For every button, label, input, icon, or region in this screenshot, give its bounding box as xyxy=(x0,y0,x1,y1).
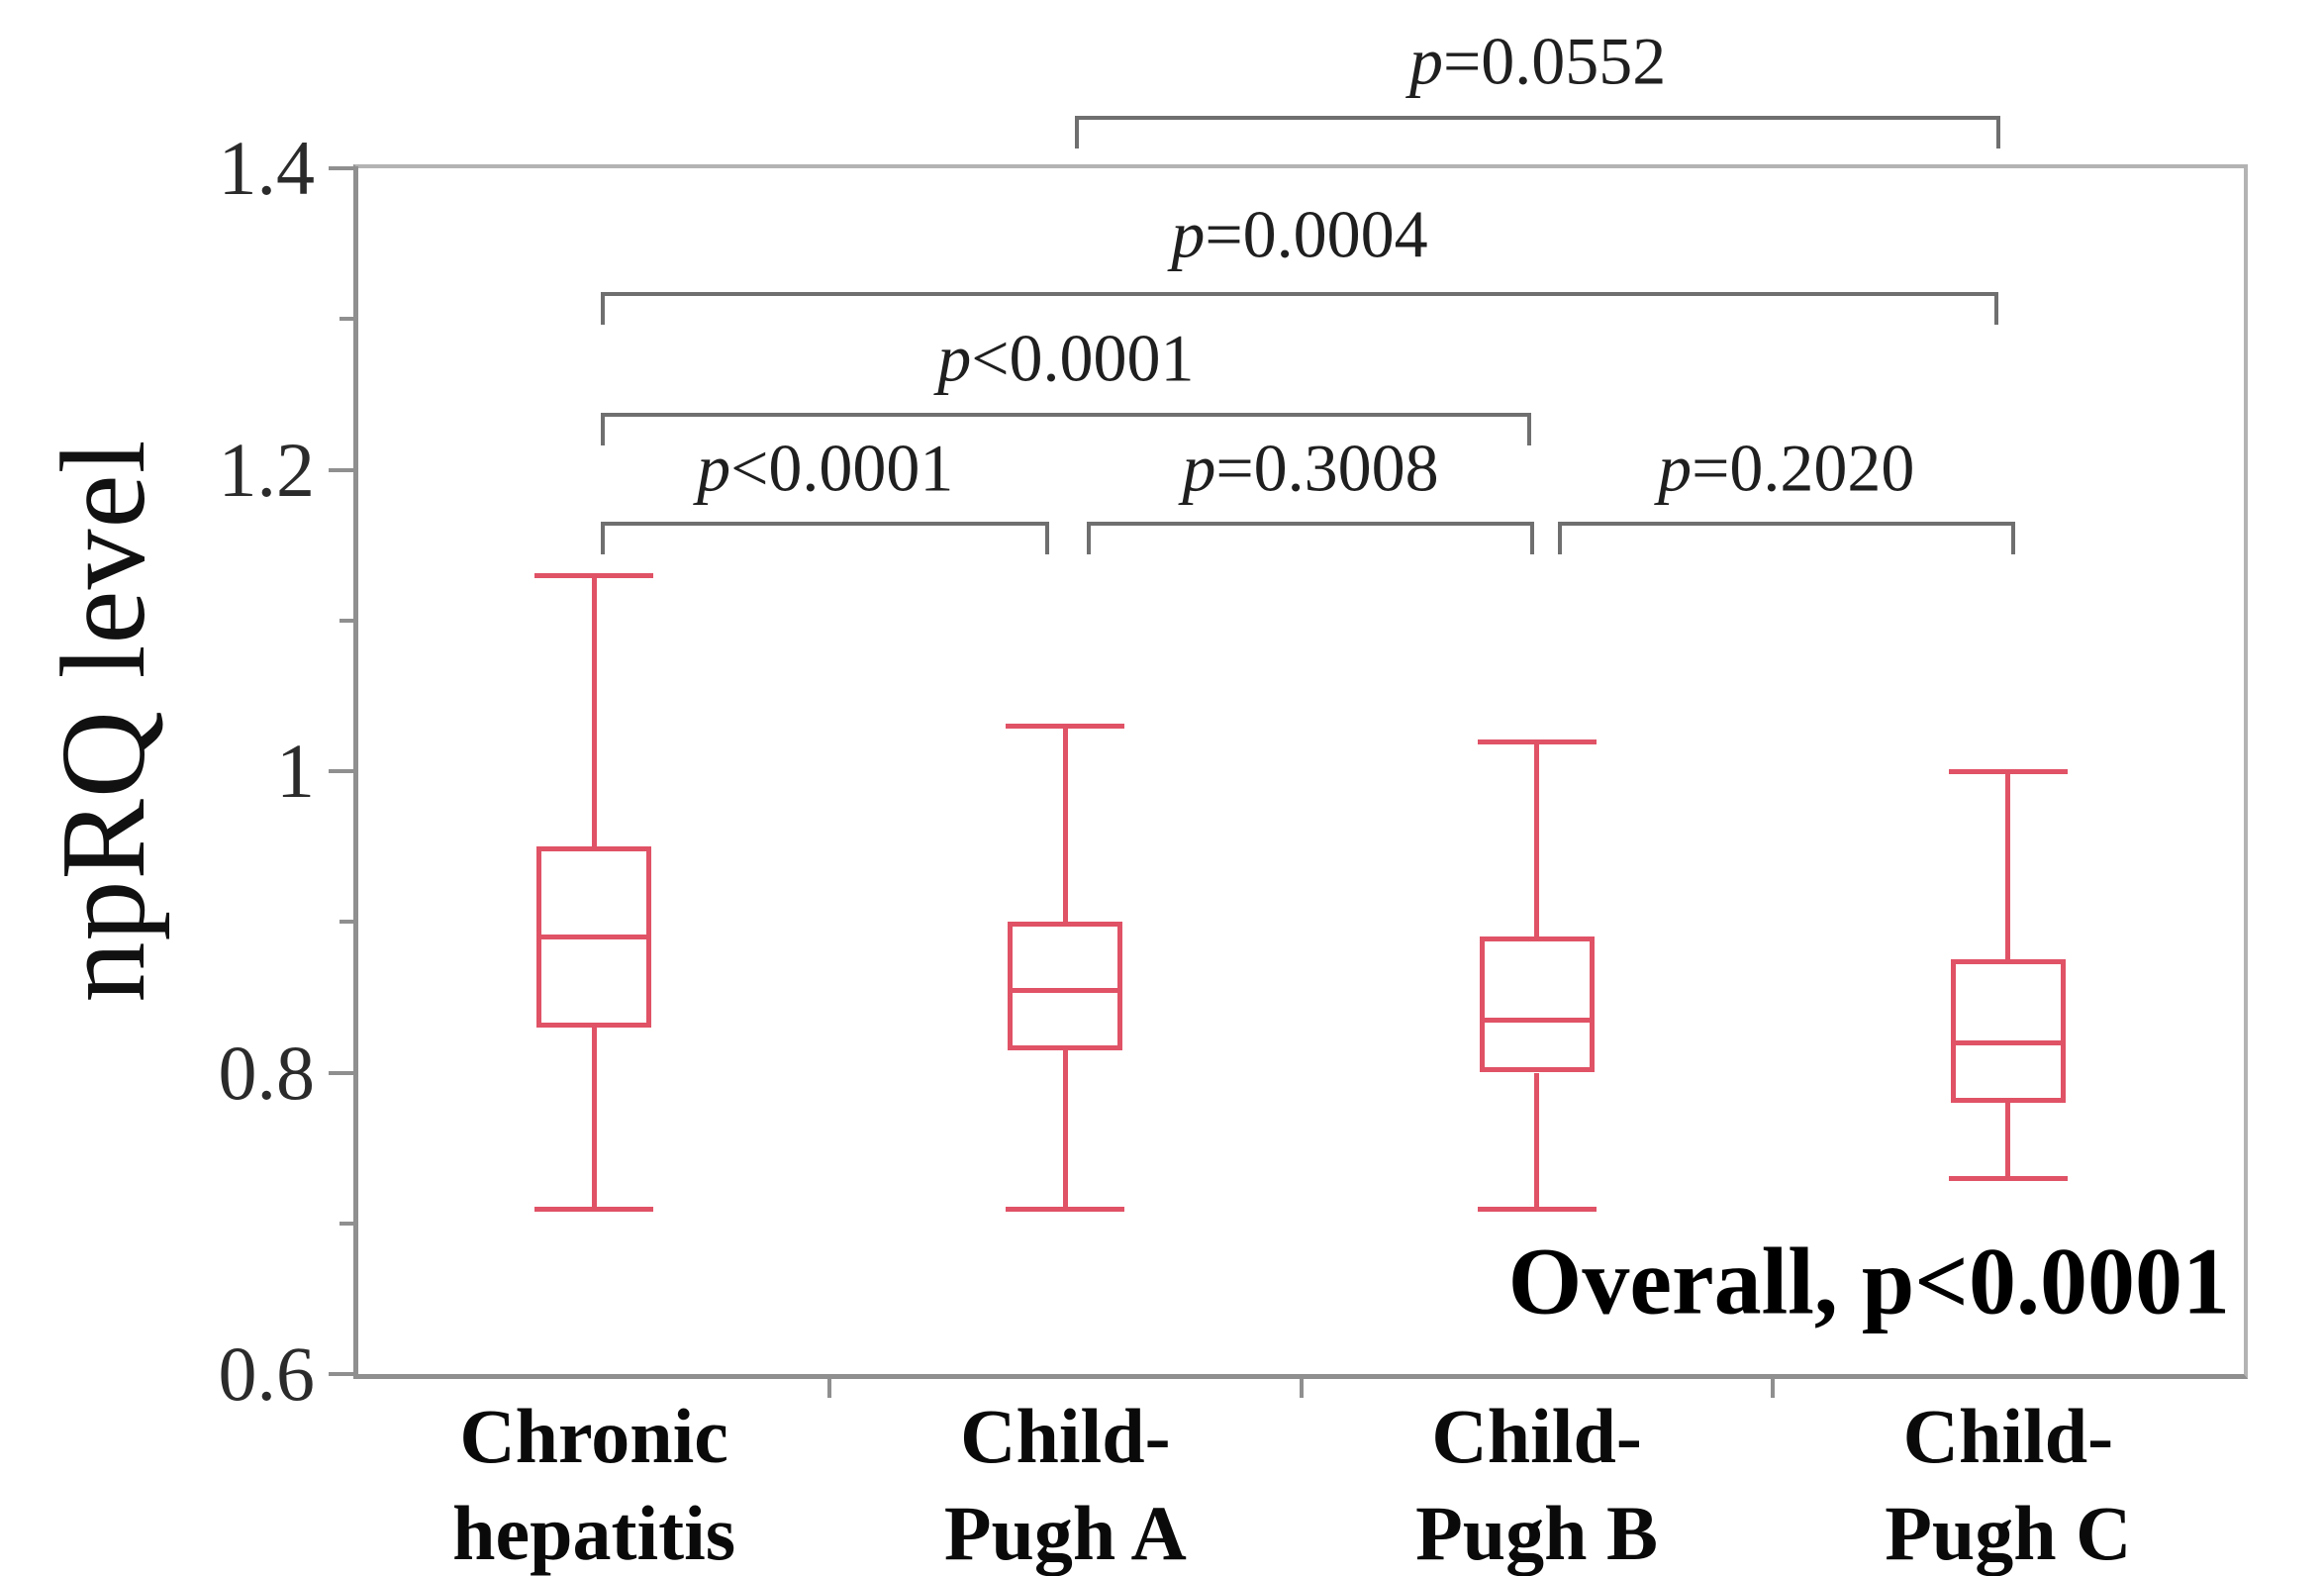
bracket-line xyxy=(1557,522,2015,526)
bracket-line xyxy=(1087,522,1534,526)
y-tick-label: 1.2 xyxy=(218,426,316,513)
iqr-box xyxy=(1008,922,1123,1050)
lower-whisker-cap xyxy=(534,1206,654,1212)
y-axis-title: npRQ level xyxy=(37,439,170,1003)
bracket-end-tick xyxy=(1087,522,1092,554)
upper-whisker xyxy=(2005,771,2011,960)
x-tick xyxy=(1770,1376,1775,1398)
y-tick-label: 1 xyxy=(276,728,315,814)
category-label: Chronic hepatitis xyxy=(452,1393,736,1576)
lower-whisker-cap xyxy=(1006,1206,1125,1212)
y-tick-label: 0.6 xyxy=(218,1330,316,1417)
bracket-end-tick xyxy=(601,292,606,325)
category-label: Child- Pugh C xyxy=(1885,1393,2132,1576)
category-label: Child- Pugh A xyxy=(943,1393,1187,1576)
y-minor-tick xyxy=(339,920,358,925)
bracket-line xyxy=(601,292,1998,296)
lower-whisker-cap xyxy=(1948,1176,2068,1182)
bracket-end-tick xyxy=(601,413,606,445)
y-major-tick xyxy=(329,1372,358,1376)
y-minor-tick xyxy=(339,1221,358,1226)
y-major-tick xyxy=(329,166,358,170)
bracket-end-tick xyxy=(2010,522,2015,554)
y-tick-label: 0.8 xyxy=(218,1029,316,1116)
lower-whisker xyxy=(1534,1072,1540,1209)
lower-whisker xyxy=(1062,1049,1068,1209)
p-value-label: p<0.0001 xyxy=(697,430,954,506)
y-major-tick xyxy=(329,769,358,773)
bracket-line xyxy=(601,522,1050,526)
bracket-line xyxy=(1075,116,2000,120)
p-value-label: p<0.0001 xyxy=(937,320,1195,396)
bracket-end-tick xyxy=(1529,522,1534,554)
upper-whisker-cap xyxy=(1006,724,1125,730)
bracket-end-tick xyxy=(601,522,606,554)
bracket-end-tick xyxy=(1993,292,1998,325)
p-value-label: p=0.2020 xyxy=(1658,430,1915,506)
bracket-end-tick xyxy=(1557,522,1562,554)
lower-whisker-cap xyxy=(1477,1206,1597,1212)
bracket-end-tick xyxy=(1045,522,1050,554)
median-line xyxy=(536,935,652,940)
median-line xyxy=(1008,987,1123,993)
overall-p-value: Overall, p<0.0001 xyxy=(1507,1228,2230,1334)
x-tick xyxy=(827,1376,832,1398)
median-line xyxy=(1950,1040,2066,1046)
iqr-box xyxy=(1950,959,2066,1103)
upper-whisker-cap xyxy=(534,573,654,579)
y-major-tick xyxy=(329,1070,358,1075)
upper-whisker-cap xyxy=(1948,769,2068,774)
y-major-tick xyxy=(329,467,358,472)
x-tick xyxy=(1299,1376,1304,1398)
iqr-box xyxy=(1479,936,1595,1073)
upper-whisker-cap xyxy=(1477,739,1597,744)
lower-whisker xyxy=(591,1027,597,1209)
bracket-end-tick xyxy=(1526,413,1531,445)
lower-whisker xyxy=(2005,1102,2011,1179)
p-value-label: p=0.3008 xyxy=(1182,430,1439,506)
bracket-end-tick xyxy=(1075,116,1080,148)
category-label: Child- Pugh B xyxy=(1415,1393,1659,1576)
upper-whisker xyxy=(591,575,597,847)
y-minor-tick xyxy=(339,317,358,322)
upper-whisker xyxy=(1062,726,1068,923)
bracket-end-tick xyxy=(1995,116,2000,148)
upper-whisker xyxy=(1534,740,1540,937)
p-value-label: p=0.0552 xyxy=(1408,23,1667,99)
y-minor-tick xyxy=(339,618,358,623)
median-line xyxy=(1479,1018,1595,1024)
bracket-line xyxy=(601,413,1531,417)
y-tick-label: 1.4 xyxy=(218,125,316,211)
p-value-label: p=0.0004 xyxy=(1171,196,1428,272)
